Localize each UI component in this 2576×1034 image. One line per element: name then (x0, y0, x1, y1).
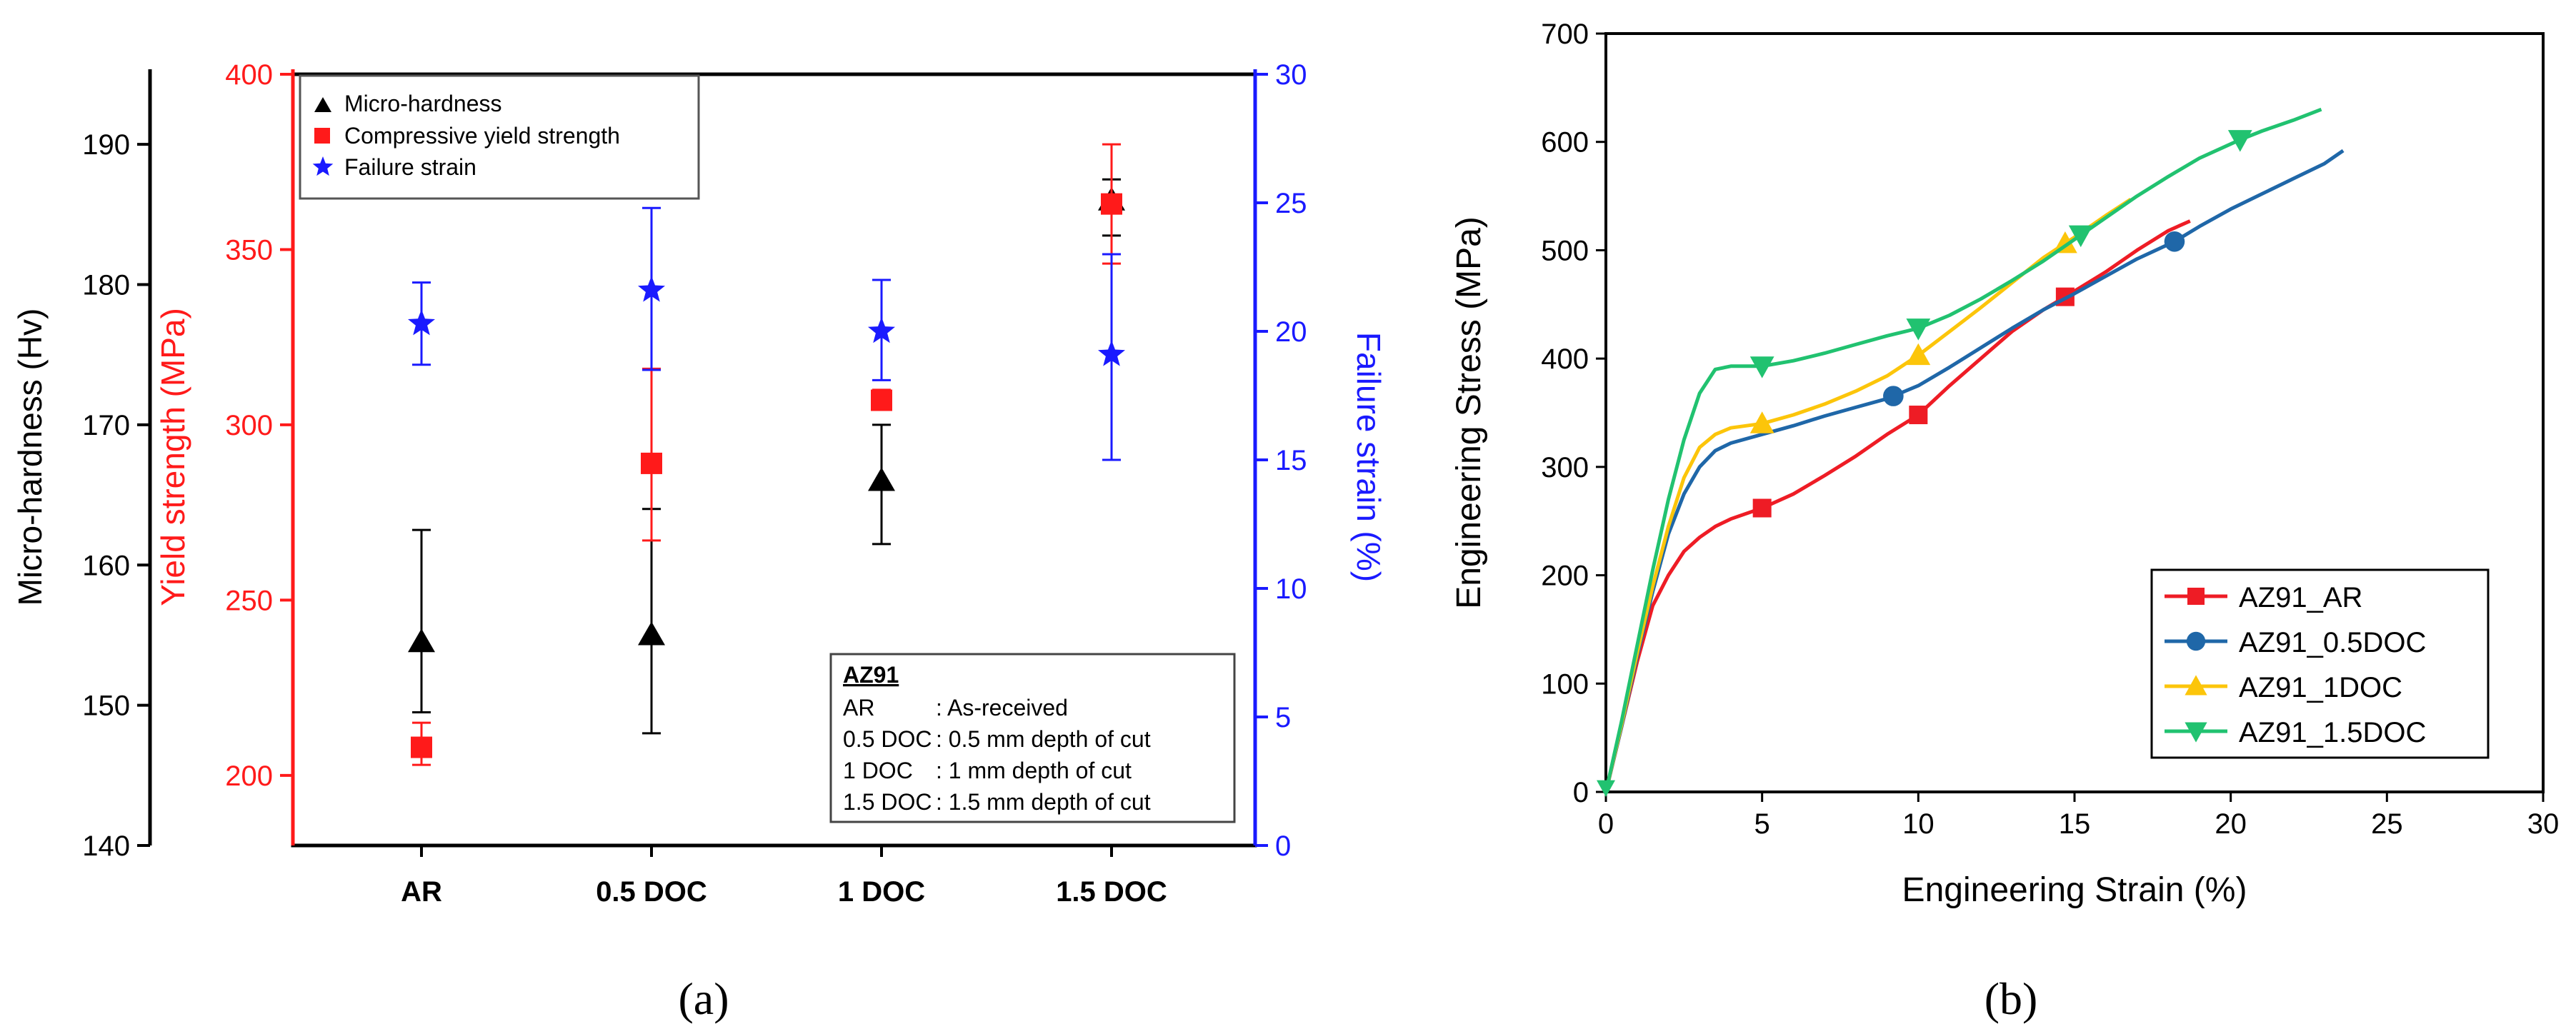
strain-tick-label: 0 (1275, 830, 1291, 862)
yield-point (1101, 193, 1122, 215)
data-point-AZ91_AR (1909, 406, 1928, 425)
data-point-AZ91_0.5DOC (2164, 231, 2185, 252)
x-tick-label: 5 (1754, 808, 1770, 840)
data-point-AZ91_AR (1752, 498, 1772, 518)
category-label: 0.5 DOC (596, 876, 707, 908)
yield-tick-label: 250 (225, 585, 273, 616)
data-point-AZ91_1DOC (2052, 231, 2077, 254)
data-point-AZ91_1.5DOC (1749, 356, 1774, 378)
y-tick-label: 0 (1573, 777, 1589, 808)
strain-tick-label: 10 (1275, 573, 1307, 605)
panel-a-legend: Micro-hardness Compressive yield strengt… (299, 74, 700, 200)
x-tick-label: 0 (1598, 808, 1614, 840)
x-tick-label: 30 (2527, 808, 2560, 840)
legend-star-marker (312, 156, 334, 176)
info-row-key: 1 DOC (843, 758, 913, 783)
yield-axis-label: Yield strength (MPa) (154, 308, 191, 606)
info-row-value: : 1.5 mm depth of cut (936, 789, 1151, 815)
curve-AZ91_0.5DOC (1604, 149, 2345, 793)
strain-point (868, 317, 895, 343)
panel-b-x-axis-label: Engineering Strain (%) (1902, 871, 2247, 909)
x-tick-label: 15 (2059, 808, 2091, 840)
hardness-point (638, 621, 665, 646)
yield-tick-label: 350 (225, 234, 273, 266)
y-tick-label: 300 (1541, 452, 1589, 483)
legend-marker (2186, 631, 2206, 651)
yield-point (411, 736, 432, 758)
hardness-axis-label: Micro-hardness (Hv) (11, 308, 49, 606)
legend-label-hardness: Micro-hardness (344, 91, 502, 116)
yield-point (641, 452, 662, 474)
hardness-tick-label: 170 (82, 410, 130, 441)
legend-triangle-marker (314, 97, 331, 112)
y-tick-label: 700 (1541, 19, 1589, 50)
legend-marker (2185, 722, 2207, 743)
curve-AZ91_AR (1604, 219, 2191, 793)
data-point-AZ91_1.5DOC (1906, 318, 1931, 341)
x-tick-label: 20 (2215, 808, 2247, 840)
y-tick-label: 400 (1541, 343, 1589, 375)
y-tick-label: 500 (1541, 235, 1589, 266)
curve-AZ91_1.5DOC (1604, 107, 2322, 793)
hardness-tick-label: 150 (82, 691, 130, 722)
panel-b-y-axis-label: Engineering Stress (MPa) (1450, 216, 1488, 609)
legend-marker (2185, 675, 2207, 696)
yield-point (871, 389, 892, 411)
strain-tick-label: 25 (1275, 188, 1307, 219)
legend-marker (2187, 588, 2205, 605)
info-row-value: : 1 mm depth of cut (936, 758, 1132, 783)
strain-point (638, 276, 665, 302)
strain-point (408, 309, 435, 336)
info-box-title: AZ91 (843, 662, 899, 688)
hardness-point (868, 467, 895, 491)
strain-axis-label: Failure strain (%) (1350, 332, 1387, 582)
hardness-point (408, 628, 435, 653)
info-row-key: AR (843, 695, 874, 721)
category-label: AR (401, 876, 442, 908)
legend-label: AZ91_1DOC (2239, 672, 2402, 703)
data-point-AZ91_1.5DOC (2068, 225, 2093, 248)
hardness-tick-label: 190 (82, 129, 130, 161)
y-tick-label: 100 (1541, 668, 1589, 700)
strain-tick-label: 30 (1275, 59, 1307, 91)
data-point-AZ91_0.5DOC (1883, 386, 1904, 406)
data-point-AZ91_1DOC (1749, 411, 1774, 433)
yield-tick-label: 400 (225, 59, 273, 91)
panel-b-label: (b) (1985, 973, 2038, 1024)
yield-tick-label: 200 (225, 761, 273, 792)
hardness-tick-label: 160 (82, 550, 130, 581)
strain-tick-label: 20 (1275, 316, 1307, 348)
panel-a-info-box: AZ91 AR : As-received 0.5 DOC : 0.5 mm d… (829, 653, 1236, 823)
panel-b-legend: AZ91_AR AZ91_0.5DOC AZ91_1DOC AZ91_1.5DOC (2150, 568, 2490, 759)
legend-label: AZ91_AR (2239, 582, 2362, 613)
x-tick-label: 10 (1902, 808, 1935, 840)
info-row-key: 0.5 DOC (843, 726, 932, 752)
category-label: 1 DOC (838, 876, 925, 908)
x-tick-label: 25 (2371, 808, 2403, 840)
info-row-key: 1.5 DOC (843, 789, 932, 815)
legend-label-strain: Failure strain (344, 154, 476, 180)
info-row-value: : As-received (936, 695, 1068, 721)
y-tick-label: 600 (1541, 127, 1589, 159)
yield-tick-label: 300 (225, 410, 273, 441)
data-point-AZ91_1DOC (1906, 343, 1931, 366)
strain-point (1098, 340, 1125, 366)
y-tick-label: 200 (1541, 561, 1589, 592)
panel-a-label: (a) (678, 973, 729, 1024)
legend-label: AZ91_0.5DOC (2239, 627, 2426, 658)
category-label: 1.5 DOC (1056, 876, 1167, 908)
origin-marker (1597, 780, 1615, 797)
hardness-tick-label: 180 (82, 270, 130, 301)
legend-square-marker (314, 128, 330, 144)
info-row-value: : 0.5 mm depth of cut (936, 726, 1151, 752)
legend-label: AZ91_1.5DOC (2239, 717, 2426, 748)
legend-label-yield: Compressive yield strength (344, 123, 620, 149)
strain-tick-label: 15 (1275, 445, 1307, 476)
strain-tick-label: 5 (1275, 702, 1291, 733)
data-point-AZ91_1.5DOC (2227, 130, 2252, 152)
hardness-tick-label: 140 (82, 830, 130, 862)
